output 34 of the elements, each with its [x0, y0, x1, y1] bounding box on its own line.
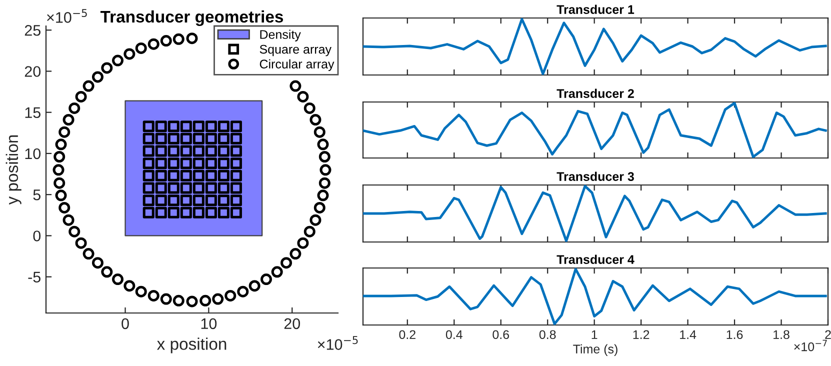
y-tick-label: 5 — [33, 190, 40, 200]
x-tick-label: 0.6 — [492, 330, 510, 340]
y-tick-label: 20 — [24, 66, 41, 77]
x-tick-label: 1 — [592, 330, 598, 339]
y-axis-title: y position — [6, 135, 22, 205]
y-tick-label: 15 — [25, 107, 40, 118]
chart-title: Transducer geometries — [100, 10, 284, 26]
x-tick-label: 10 — [201, 318, 217, 330]
x-tick-label: 1.4 — [680, 330, 696, 339]
chart-title: Transducer 4 — [556, 254, 634, 264]
x-tick-label: 20 — [284, 318, 300, 330]
y-tick-label: 0 — [33, 230, 41, 242]
x-tick-label: 2 — [825, 330, 831, 339]
x-tick-label: 1.2 — [633, 330, 650, 339]
y-tick-label: 25 — [24, 24, 40, 36]
chart-title: Transducer 2 — [556, 88, 634, 98]
x-tick-label: 1.8 — [774, 330, 790, 340]
legend-label: Circular array — [260, 59, 334, 71]
x-tick-label: 0.2 — [399, 330, 416, 340]
x-axis-title: Time (s) — [573, 344, 618, 356]
legend-label: Square array — [260, 44, 332, 56]
y-tick-label: 10 — [25, 148, 41, 160]
text: ×10$^{−5}$ — [47, 9, 87, 23]
x-tick-label: 0 — [122, 318, 129, 330]
chart-title: Transducer 1 — [556, 4, 634, 14]
legend-label: Density — [260, 30, 301, 42]
x-tick-label: 0.8 — [539, 330, 556, 340]
y-tick-label: -5 — [28, 272, 40, 283]
text: ×10$^{−7}$ — [794, 340, 827, 352]
x-tick-label: 1.6 — [726, 330, 743, 340]
text: ×10$^{−5}$ — [318, 336, 358, 350]
x-tick-label: 0.4 — [446, 330, 462, 340]
chart-title: Transducer 3 — [556, 172, 634, 181]
x-axis-title: x position — [156, 338, 226, 354]
